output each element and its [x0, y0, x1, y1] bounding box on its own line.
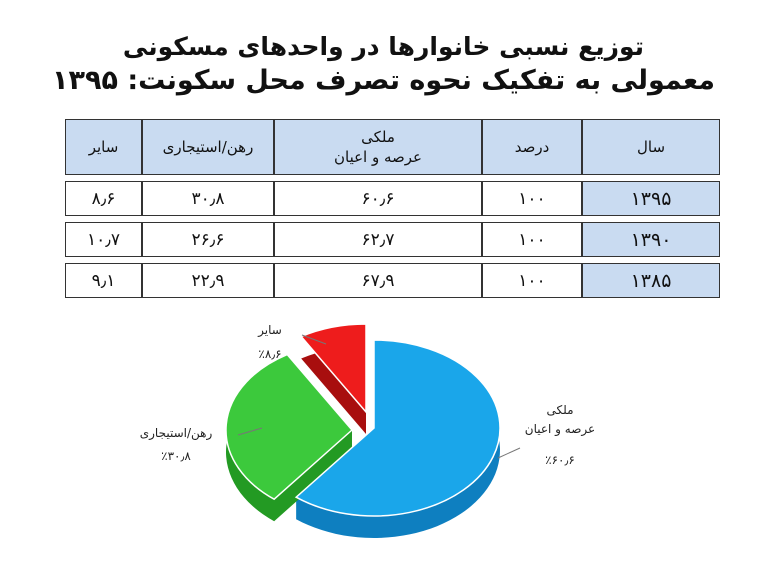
cell-percent: ۱۰۰: [482, 263, 582, 298]
slice-label-rent-name: رهن/استیجاری: [140, 426, 213, 441]
cell-owner: ۶۲٫۷: [274, 222, 482, 257]
cell-rent: ۲۲٫۹: [142, 263, 274, 298]
chart-title-line1: توزیع نسبی خانوارها در واحدهای مسکونی: [122, 32, 645, 61]
pie-chart: ملکی عرصه و اعیان ٪۶۰٫۶ رهن/استیجاری ٪۳۰…: [140, 323, 595, 538]
cell-year: ۱۳۹۵: [582, 181, 720, 216]
header-owner: ملکی عرصه و اعیان: [274, 119, 482, 175]
leader-line-other: [301, 334, 327, 345]
tenure-table: سال درصد ملکی عرصه و اعیان رهن/استیجاری …: [65, 113, 720, 304]
chart-title-line2: معمولی به تفکیک نحوه تصرف محل سکونت: ۱۳۹…: [52, 65, 715, 96]
cell-percent: ۱۰۰: [482, 222, 582, 257]
pie-slice-owner: [294, 339, 501, 517]
pie-slice-other: [299, 323, 367, 415]
cell-other: ۸٫۶: [65, 181, 142, 216]
pie-slice-rent: [225, 353, 354, 501]
table-row: ۱۳۹۵ ۱۰۰ ۶۰٫۶ ۳۰٫۸ ۸٫۶: [65, 181, 720, 216]
cell-year: ۱۳۸۵: [582, 263, 720, 298]
cell-percent: ۱۰۰: [482, 181, 582, 216]
cell-other: ۱۰٫۷: [65, 222, 142, 257]
header-percent: درصد: [482, 119, 582, 175]
table-row: ۱۳۸۵ ۱۰۰ ۶۷٫۹ ۲۲٫۹ ۹٫۱: [65, 263, 720, 298]
header-rent: رهن/استیجاری: [142, 119, 274, 175]
slice-label-other-value: ٪۸٫۶: [258, 347, 281, 361]
cell-other: ۹٫۱: [65, 263, 142, 298]
leader-line-rent: [237, 427, 263, 436]
cell-rent: ۲۶٫۶: [142, 222, 274, 257]
header-other: سایر: [65, 119, 142, 175]
pie-tops: [225, 323, 501, 517]
header-owner-line1: ملکی: [361, 128, 395, 146]
slice-label-other-name: سایر: [257, 323, 282, 338]
cell-owner: ۶۷٫۹: [274, 263, 482, 298]
leader-line-owner: [497, 447, 521, 459]
cell-owner: ۶۰٫۶: [274, 181, 482, 216]
cell-year: ۱۳۹۰: [582, 222, 720, 257]
cell-rent: ۳۰٫۸: [142, 181, 274, 216]
pie-slice-owner-side: [296, 340, 501, 538]
header-year: سال: [582, 119, 720, 175]
slice-label-owner-name2: عرصه و اعیان: [525, 422, 595, 437]
slice-label-owner-value: ٪۶۰٫۶: [545, 453, 575, 467]
slice-label-rent-value: ٪۳۰٫۸: [161, 449, 191, 463]
header-owner-line2: عرصه و اعیان: [333, 148, 422, 166]
slice-label-owner-name1: ملکی: [546, 403, 573, 417]
table-row: ۱۳۹۰ ۱۰۰ ۶۲٫۷ ۲۶٫۶ ۱۰٫۷: [65, 222, 720, 257]
table-header-row: سال درصد ملکی عرصه و اعیان رهن/استیجاری …: [65, 119, 720, 175]
